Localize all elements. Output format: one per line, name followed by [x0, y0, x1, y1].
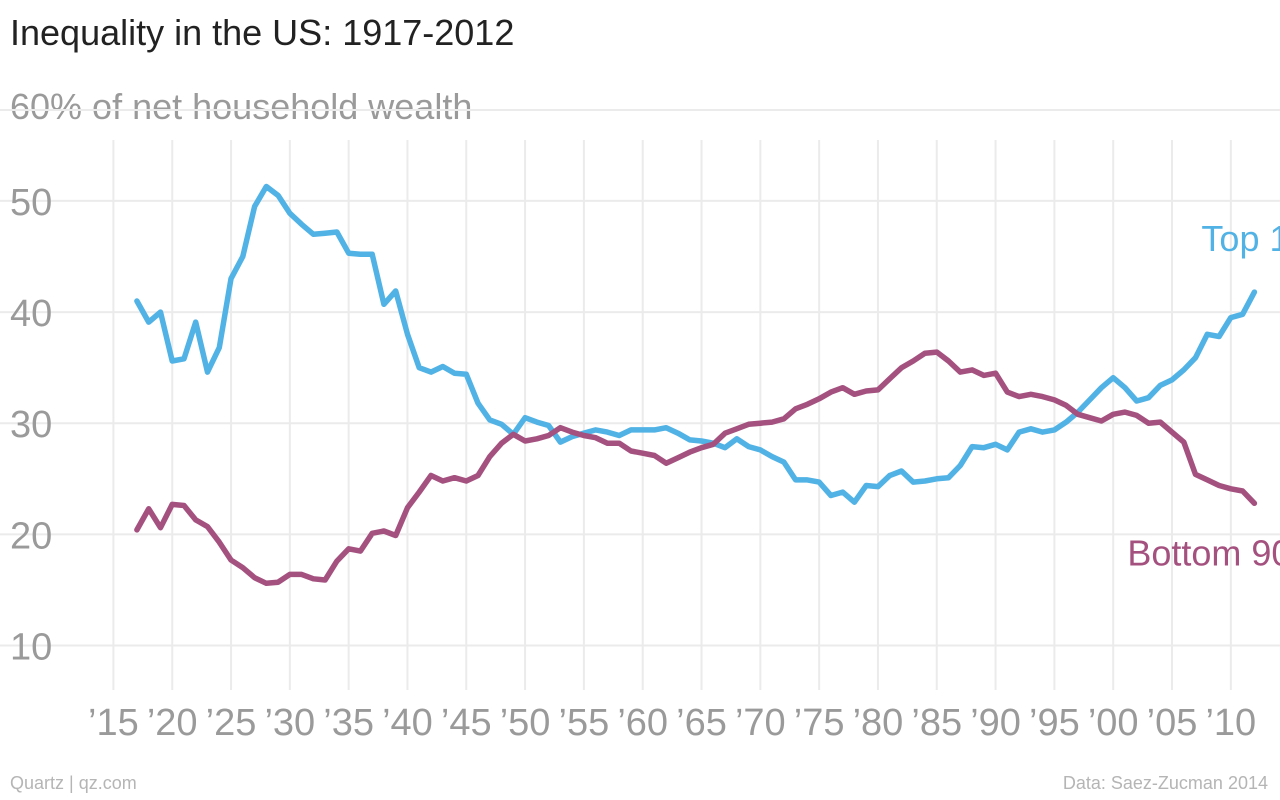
x-tick-label: ’15	[88, 702, 139, 744]
x-tick-label: ’50	[500, 702, 551, 744]
x-tick-label: ’95	[1029, 702, 1080, 744]
x-tick-label: ’70	[735, 702, 786, 744]
x-tick-label: ’20	[147, 702, 198, 744]
y-axis-ticks: 10 20 30 40 50	[10, 182, 52, 669]
chart-subtitle: 60% of net household wealth	[10, 86, 473, 127]
series-labels: Top 1% Bottom 90%	[1127, 218, 1280, 574]
source-credit: Quartz | qz.com	[10, 773, 137, 793]
chart-title: Inequality in the US: 1917-2012	[10, 12, 515, 53]
x-tick-label: ’10	[1205, 702, 1256, 744]
x-tick-label: ’55	[559, 702, 610, 744]
x-tick-label: ’35	[323, 702, 374, 744]
x-tick-label: ’75	[794, 702, 845, 744]
x-tick-label: ’65	[676, 702, 727, 744]
x-axis-ticks: ’15’20’25’30’35’40’45’50’55’60’65’70’75’…	[88, 702, 1256, 744]
y-tick-label: 40	[10, 293, 52, 335]
grid-lines	[0, 109, 1280, 690]
x-tick-label: ’30	[264, 702, 315, 744]
series-label-1: Bottom 90%	[1127, 533, 1280, 574]
data-source: Data: Saez-Zucman 2014	[1062, 773, 1268, 793]
x-tick-label: ’90	[970, 702, 1021, 744]
x-tick-label: ’40	[382, 702, 433, 744]
x-tick-label: ’60	[617, 702, 668, 744]
series-line-0	[134, 183, 1258, 505]
x-tick-label: ’00	[1088, 702, 1139, 744]
series-line-1	[134, 349, 1258, 587]
x-tick-label: ’45	[441, 702, 492, 744]
x-tick-label: ’85	[911, 702, 962, 744]
y-tick-label: 10	[10, 627, 52, 669]
x-tick-label: ’05	[1147, 702, 1198, 744]
y-tick-label: 50	[10, 182, 52, 224]
y-tick-label: 20	[10, 515, 52, 557]
x-tick-label: ’80	[853, 702, 904, 744]
x-tick-label: ’25	[206, 702, 257, 744]
series-label-0: Top 1%	[1201, 218, 1280, 259]
y-tick-label: 30	[10, 404, 52, 446]
series-lines	[134, 183, 1258, 587]
